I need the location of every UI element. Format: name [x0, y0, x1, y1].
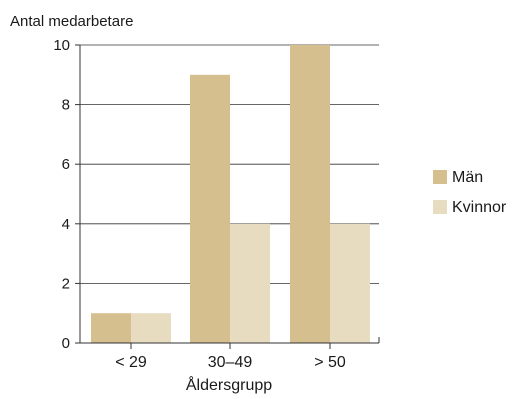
x-tick-label: > 50: [314, 354, 346, 371]
bar-män-2: [290, 45, 330, 343]
bar-kvinnor-2: [330, 223, 370, 343]
y-tick-label: 2: [62, 275, 70, 292]
legend-label-kvinnor: Kvinnor: [452, 199, 507, 216]
x-tick-label: 30–49: [208, 354, 253, 371]
y-tick-label: 8: [62, 97, 70, 114]
bars: [91, 45, 370, 344]
legend-swatch-män: [433, 170, 447, 184]
y-tick-label: 4: [62, 216, 70, 233]
bar-kvinnor-1: [230, 223, 270, 343]
y-axis-label: Antal medarbetare: [10, 13, 133, 30]
y-tick-label: 0: [62, 335, 70, 352]
legend: Män Kvinnor: [433, 169, 507, 216]
bar-kvinnor-0: [131, 313, 171, 343]
bar-män-0: [91, 313, 131, 343]
axes: 0 2 4 6 8 10 < 29 30–49 > 50: [53, 37, 380, 371]
x-axis-label: Åldersgrupp: [186, 375, 272, 394]
bar-män-1: [190, 74, 230, 344]
legend-label-män: Män: [452, 169, 483, 186]
y-tick-label: 10: [53, 37, 70, 54]
y-tick-label: 6: [62, 156, 70, 173]
legend-swatch-kvinnor: [433, 200, 447, 214]
x-tick-label: < 29: [115, 354, 147, 371]
